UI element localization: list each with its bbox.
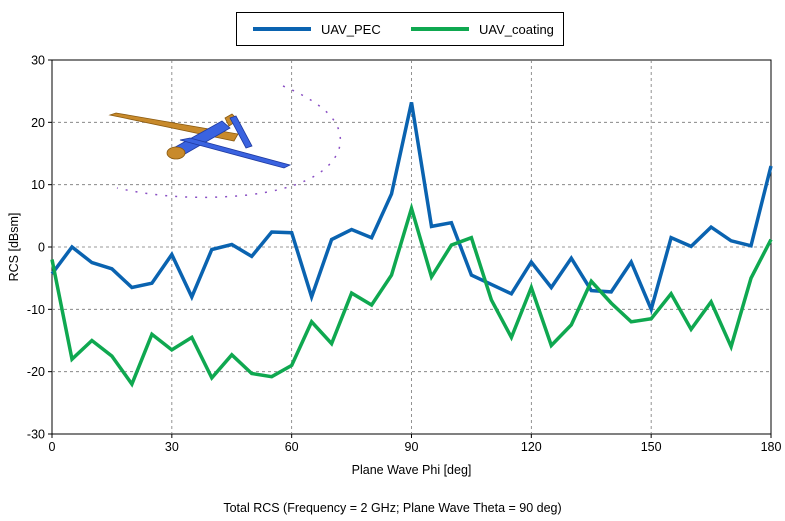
series-line-uav-pec (50, 102, 773, 315)
x-tick-label: 90 (405, 440, 419, 454)
legend-swatch-uav-pec (253, 27, 311, 31)
legend-item-uav-pec: UAV_PEC (253, 13, 381, 45)
x-tick-label: 120 (521, 440, 542, 454)
y-tick-label: -20 (27, 365, 45, 379)
y-tick-label: -30 (27, 428, 45, 442)
y-tick-labels: -30 -20 -10 0 10 20 30 (27, 54, 52, 442)
x-axis-label: Plane Wave Phi [deg] (352, 463, 472, 477)
x-tick-labels: 0 30 60 90 120 150 180 (49, 434, 782, 454)
uav-model-illustration (108, 85, 342, 199)
chart-title: Total RCS (Frequency = 2 GHz; Plane Wave… (223, 501, 562, 515)
x-tick-label: 30 (165, 440, 179, 454)
legend-swatch-uav-coating (411, 27, 469, 31)
series-lines (50, 102, 773, 388)
x-tick-label: 180 (761, 440, 782, 454)
legend-label-uav-pec: UAV_PEC (321, 21, 381, 37)
legend-item-uav-coating: UAV_coating (411, 13, 554, 45)
y-tick-label: 0 (38, 241, 45, 255)
y-axis-label: RCS [dBsm] (7, 213, 21, 282)
y-tick-label: 10 (31, 178, 45, 192)
y-tick-label: 30 (31, 54, 45, 68)
y-tick-label: -10 (27, 303, 45, 317)
x-tick-label: 150 (641, 440, 662, 454)
y-tick-label: 20 (31, 116, 45, 130)
x-tick-label: 0 (49, 440, 56, 454)
legend: UAV_PEC UAV_coating (236, 12, 564, 46)
legend-label-uav-coating: UAV_coating (479, 21, 554, 37)
series-line-uav-coating (50, 202, 773, 388)
x-tick-label: 60 (285, 440, 299, 454)
